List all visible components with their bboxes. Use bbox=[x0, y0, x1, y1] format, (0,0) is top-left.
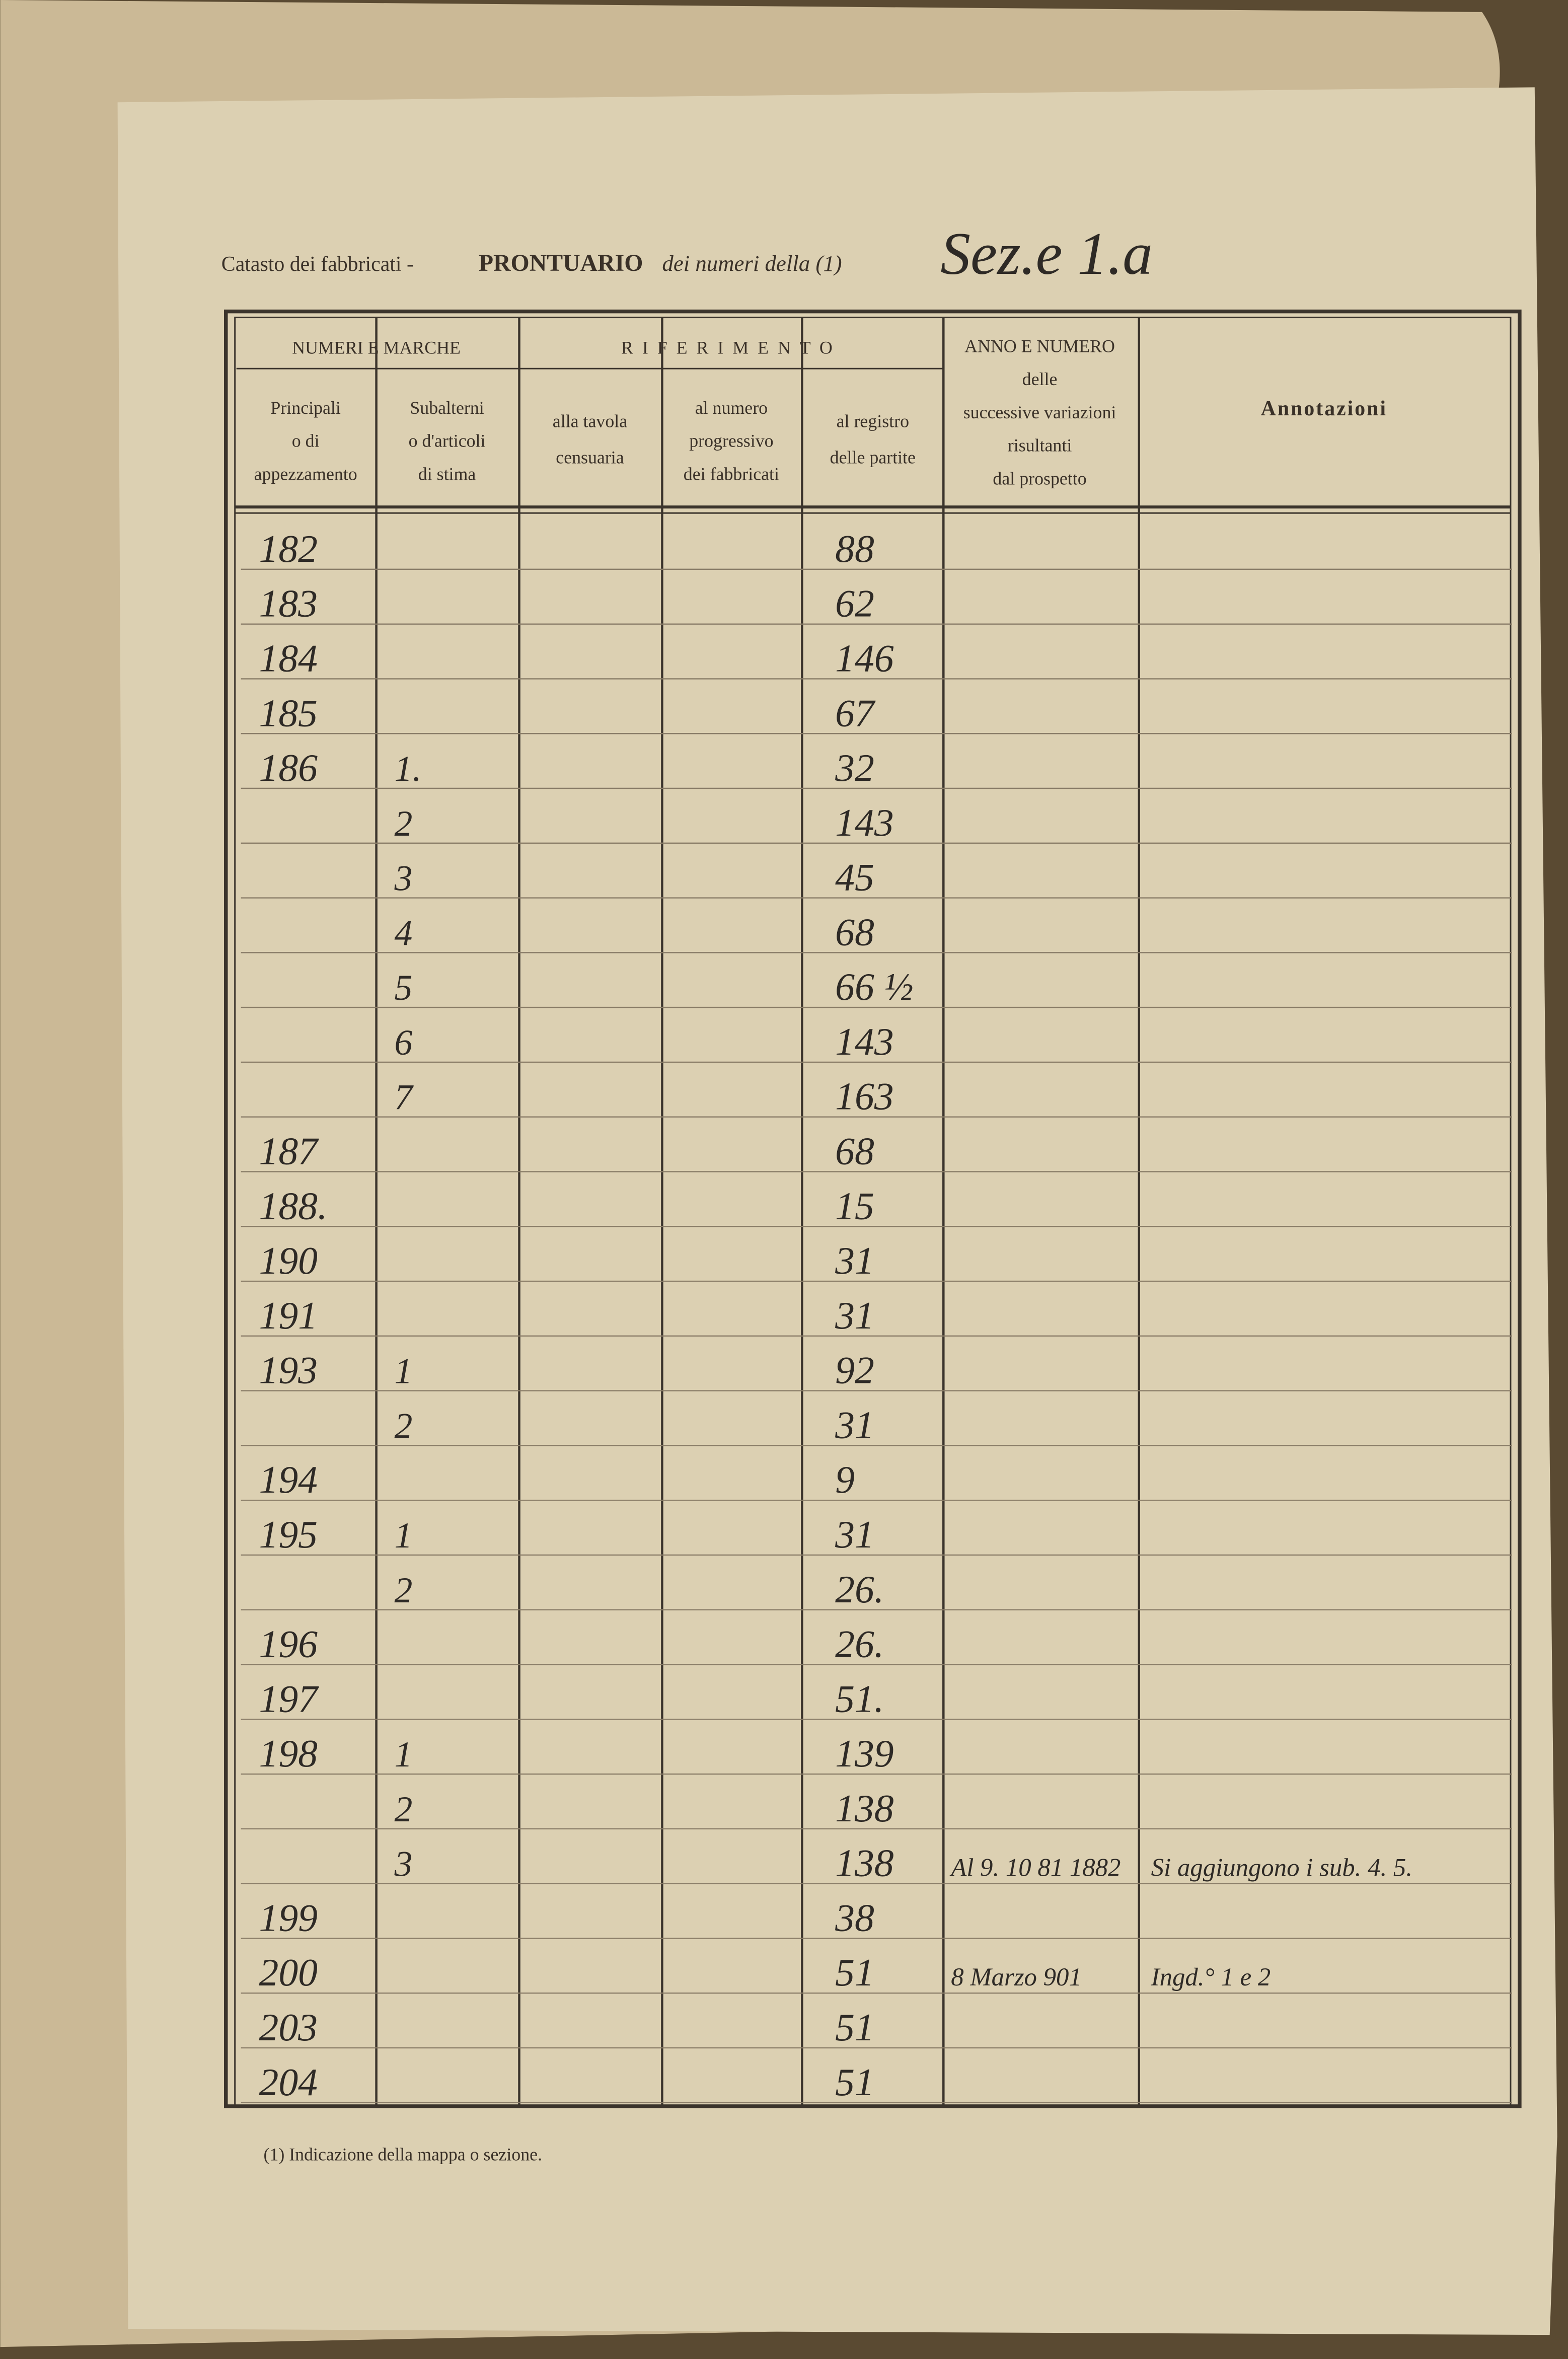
column-header: appezzamento bbox=[254, 464, 357, 484]
cell-registro: 31 bbox=[835, 1403, 874, 1446]
cell-principale: 200 bbox=[259, 1951, 318, 1994]
cell-registro: 26. bbox=[835, 1623, 884, 1666]
cell-annotazione: Ingd.° 1 e 2 bbox=[1151, 1963, 1271, 1991]
cell-principale: 190 bbox=[259, 1239, 318, 1282]
cell-principale: 183 bbox=[259, 582, 318, 625]
column-header: dal prospetto bbox=[993, 468, 1086, 488]
column-header: delle bbox=[1022, 369, 1058, 389]
cell-principale: 187 bbox=[259, 1130, 320, 1173]
column-header: censuaria bbox=[556, 447, 624, 467]
column-header: alla tavola bbox=[553, 411, 627, 431]
cell-registro: 138 bbox=[835, 1841, 894, 1885]
column-header: Annotazioni bbox=[1261, 397, 1387, 420]
cell-subalterno: 3 bbox=[394, 1844, 412, 1884]
cell-subalterno: 5 bbox=[394, 968, 412, 1008]
cell-registro: 62 bbox=[835, 582, 874, 625]
cell-principale: 185 bbox=[259, 691, 318, 734]
cell-registro: 51 bbox=[835, 2060, 874, 2104]
cell-registro: 26. bbox=[835, 1568, 884, 1611]
cell-principale: 191 bbox=[259, 1294, 318, 1337]
column-header: di stima bbox=[418, 464, 476, 484]
column-header: progressivo bbox=[689, 431, 773, 451]
cell-annotazione: Si aggiungono i sub. 4. 5. bbox=[1151, 1854, 1412, 1882]
column-header: o di bbox=[292, 431, 320, 451]
cell-registro: 31 bbox=[835, 1239, 874, 1282]
cell-subalterno: 2 bbox=[394, 1570, 412, 1610]
cell-principale: 199 bbox=[259, 1896, 318, 1939]
cell-registro: 32 bbox=[835, 746, 874, 789]
cell-subalterno: 3 bbox=[394, 858, 412, 899]
cell-registro: 38 bbox=[835, 1896, 874, 1939]
column-header: al registro bbox=[837, 411, 909, 431]
cell-registro: 68 bbox=[835, 910, 874, 953]
cell-subalterno: 1 bbox=[394, 1734, 412, 1775]
cell-subalterno: 7 bbox=[394, 1077, 414, 1118]
header-section: Sez.e 1.a bbox=[940, 220, 1153, 287]
cell-registro: 67 bbox=[835, 691, 876, 734]
column-header: o d'articoli bbox=[409, 431, 486, 451]
cell-principale: 186 bbox=[259, 746, 318, 789]
cell-principale: 204 bbox=[259, 2060, 318, 2104]
cell-subalterno: 2 bbox=[394, 1789, 412, 1829]
cell-registro: 88 bbox=[835, 527, 874, 570]
cell-registro: 92 bbox=[835, 1349, 874, 1392]
cell-principale: 193 bbox=[259, 1349, 318, 1392]
cell-subalterno: 2 bbox=[394, 1406, 412, 1446]
cell-principale: 197 bbox=[259, 1677, 320, 1720]
cell-registro: 139 bbox=[835, 1732, 894, 1775]
cell-variazione: Al 9. 10 81 1882 bbox=[949, 1854, 1121, 1882]
cell-subalterno: 1 bbox=[394, 1351, 412, 1391]
cell-subalterno: 6 bbox=[394, 1022, 412, 1063]
cell-registro: 51 bbox=[835, 1951, 874, 1994]
header-title: PRONTUARIO bbox=[479, 250, 643, 276]
cell-registro: 66 ½ bbox=[835, 965, 913, 1008]
cell-principale: 198 bbox=[259, 1732, 318, 1775]
table-inner-border bbox=[234, 317, 1512, 2107]
cell-principale: 203 bbox=[259, 2006, 318, 2049]
header-suffix: dei numeri della (1) bbox=[662, 251, 842, 276]
cell-registro: 68 bbox=[835, 1130, 874, 1173]
cell-principale: 195 bbox=[259, 1513, 318, 1556]
column-header: risultanti bbox=[1008, 435, 1072, 456]
cell-registro: 31 bbox=[835, 1513, 874, 1556]
cell-subalterno: 1. bbox=[394, 749, 421, 789]
column-header: Principali bbox=[270, 398, 340, 418]
group-label: RIFERIMENTO bbox=[621, 337, 842, 357]
cell-registro: 51. bbox=[835, 1677, 884, 1720]
cell-principale: 184 bbox=[259, 636, 318, 680]
column-header: delle partite bbox=[830, 447, 916, 467]
paper bbox=[117, 87, 1557, 2335]
cell-registro: 45 bbox=[835, 856, 874, 899]
column-header: ANNO E NUMERO bbox=[964, 336, 1115, 356]
cell-subalterno: 2 bbox=[394, 803, 412, 844]
cell-registro: 31 bbox=[835, 1294, 874, 1337]
cell-registro: 51 bbox=[835, 2006, 874, 2049]
cell-registro: 163 bbox=[835, 1075, 894, 1118]
cell-subalterno: 1 bbox=[394, 1515, 412, 1556]
group-label: NUMERI E MARCHE bbox=[292, 337, 461, 357]
cell-registro: 143 bbox=[835, 801, 894, 844]
footnote: (1) Indicazione della mappa o sezione. bbox=[263, 2145, 542, 2165]
cell-registro: 9 bbox=[835, 1458, 855, 1501]
cell-principale: 196 bbox=[259, 1623, 318, 1666]
column-header: al numero bbox=[695, 398, 768, 418]
cell-registro: 143 bbox=[835, 1020, 894, 1063]
cell-registro: 146 bbox=[835, 636, 894, 680]
cell-registro: 15 bbox=[835, 1184, 874, 1227]
column-header: Subalterni bbox=[410, 398, 484, 418]
cell-principale: 182 bbox=[259, 527, 318, 570]
cell-principale: 188. bbox=[259, 1184, 328, 1227]
cell-variazione: 8 Marzo 901 bbox=[951, 1963, 1082, 1991]
cell-subalterno: 4 bbox=[394, 913, 412, 953]
cell-registro: 138 bbox=[835, 1787, 894, 1830]
column-header: successive variazioni bbox=[963, 402, 1116, 422]
cell-principale: 194 bbox=[259, 1458, 318, 1501]
column-header: dei fabbricati bbox=[684, 464, 779, 484]
header-prefix: Catasto dei fabbricati - bbox=[221, 253, 414, 276]
